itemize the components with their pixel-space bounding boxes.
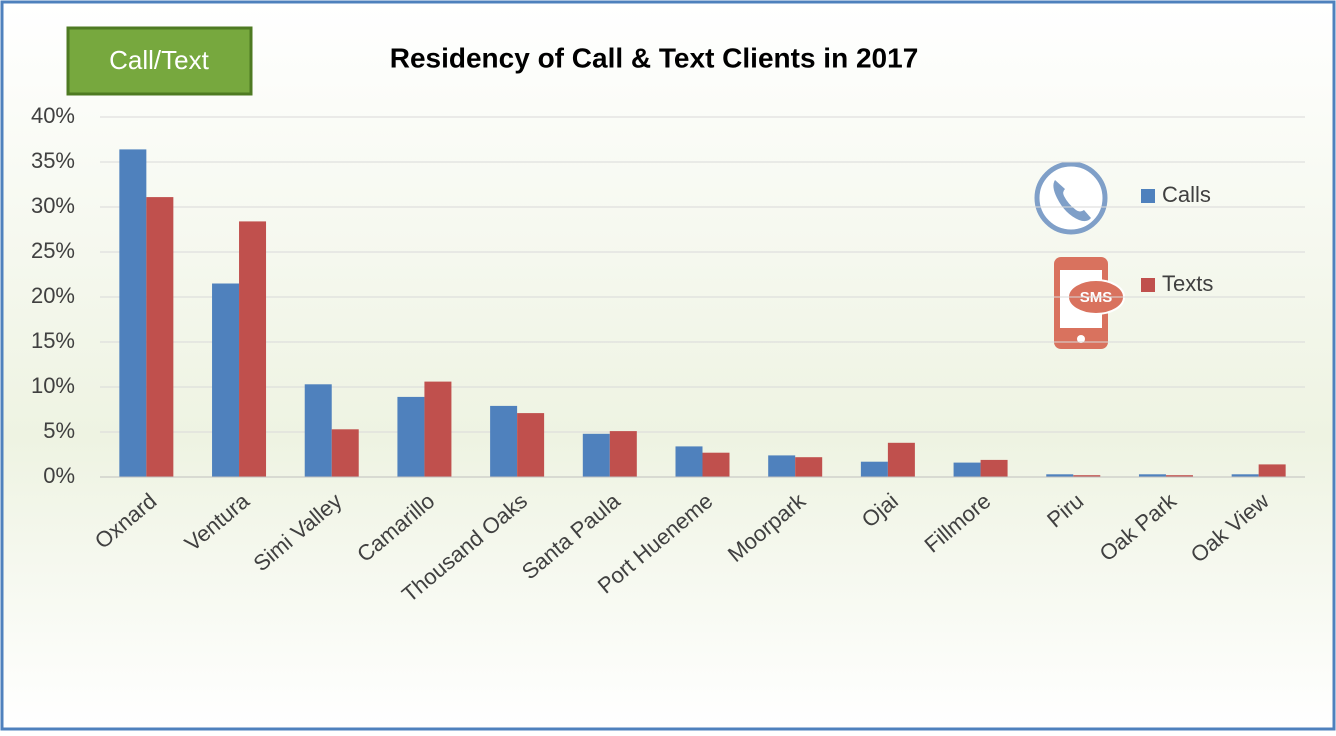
bar xyxy=(887,442,915,477)
bar xyxy=(146,197,174,477)
bar xyxy=(980,459,1008,477)
y-tick-label: 35% xyxy=(31,148,75,173)
y-tick-label: 25% xyxy=(31,238,75,263)
bar xyxy=(1046,474,1074,477)
y-tick-label: 30% xyxy=(31,193,75,218)
legend-swatch xyxy=(1141,189,1155,203)
bar xyxy=(1165,475,1193,477)
y-tick-label: 15% xyxy=(31,328,75,353)
bar xyxy=(860,461,888,477)
bar xyxy=(119,149,147,477)
phone-icon xyxy=(1034,161,1108,235)
bar xyxy=(331,429,359,477)
bar xyxy=(953,462,981,477)
bar xyxy=(424,381,452,477)
bar xyxy=(1138,474,1166,477)
y-tick-label: 40% xyxy=(31,103,75,128)
badge xyxy=(66,26,253,96)
bar xyxy=(675,446,703,477)
bar xyxy=(212,283,240,477)
bar xyxy=(582,433,610,477)
legend-label: Calls xyxy=(1162,182,1211,207)
bar xyxy=(239,221,267,477)
y-tick-label: 0% xyxy=(43,463,75,488)
bar xyxy=(490,405,518,477)
legend-swatch xyxy=(1141,278,1155,292)
y-tick-label: 20% xyxy=(31,283,75,308)
bar xyxy=(397,396,425,477)
chart-title: Residency of Call & Text Clients in 2017 xyxy=(390,42,919,73)
y-tick-label: 10% xyxy=(31,373,75,398)
bar xyxy=(304,384,332,477)
badge-text: Call/Text xyxy=(109,45,209,75)
bar xyxy=(609,431,637,477)
bar xyxy=(1258,464,1286,477)
bar xyxy=(795,457,823,477)
bar xyxy=(1073,475,1101,477)
bar xyxy=(702,452,730,477)
bar xyxy=(768,455,796,477)
bar xyxy=(1231,474,1259,477)
y-tick-label: 5% xyxy=(43,418,75,443)
legend-label: Texts xyxy=(1162,271,1213,296)
bar xyxy=(517,413,545,477)
